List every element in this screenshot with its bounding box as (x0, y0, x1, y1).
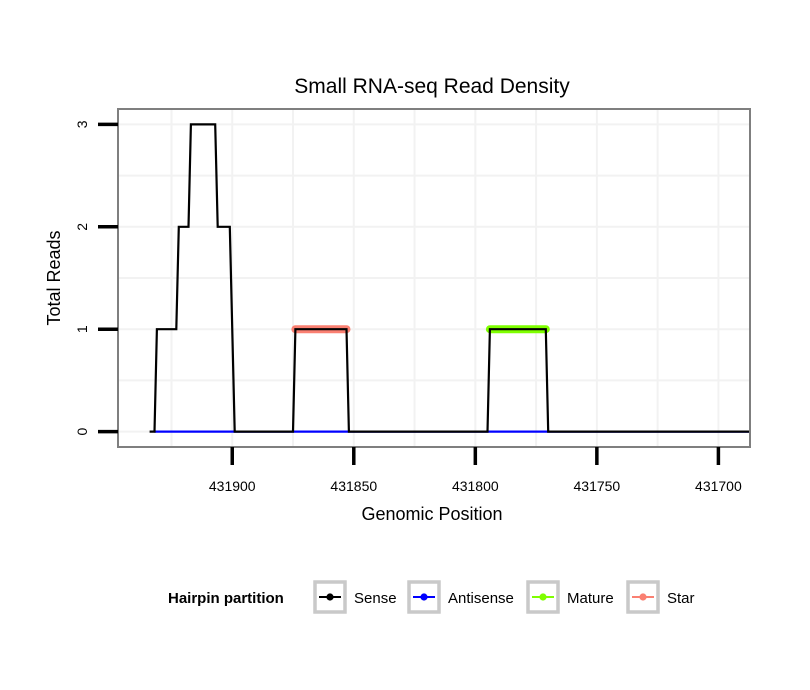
legend-item-mature: Mature (526, 580, 614, 614)
plot-panel-border (117, 108, 751, 448)
x-tick-label-1: 431850 (330, 478, 377, 494)
x-tick-label-2: 431800 (452, 478, 499, 494)
y-tick-label-1: 1 (74, 325, 90, 333)
grid-lines (118, 109, 750, 447)
legend-item-antisense: Antisense (407, 580, 514, 614)
y-tick-label-3: 3 (74, 120, 90, 128)
legend-key-point-sense (326, 593, 334, 601)
legend-key-point-star (639, 593, 647, 601)
legend-label-sense: Sense (354, 590, 397, 607)
x-axis: 431900 431850 431800 431750 431700 (209, 447, 742, 494)
legend-label-star: Star (667, 590, 695, 607)
chart-title: Small RNA-seq Read Density (294, 75, 570, 98)
y-axis: 0 1 2 3 (74, 120, 118, 436)
series-sense-line (149, 123, 750, 433)
legend-title: Hairpin partition (168, 590, 284, 607)
y-tick-label-2: 2 (74, 223, 90, 231)
x-tick-label-0: 431900 (209, 478, 256, 494)
x-tick-label-4: 431700 (695, 478, 742, 494)
legend-item-sense: Sense (313, 580, 397, 614)
legend-item-star: Star (626, 580, 695, 614)
y-tick-label-0: 0 (74, 428, 90, 436)
x-axis-label: Genomic Position (361, 504, 502, 524)
legend: Hairpin partition Sense Antisense Mature St… (168, 580, 695, 614)
series-layer (149, 123, 750, 433)
legend-label-mature: Mature (567, 590, 614, 607)
legend-key-point-mature (539, 593, 547, 601)
legend-label-antisense: Antisense (448, 590, 514, 607)
legend-key-point-antisense (420, 593, 428, 601)
x-tick-label-3: 431750 (574, 478, 621, 494)
y-axis-label: Total Reads (44, 230, 64, 325)
